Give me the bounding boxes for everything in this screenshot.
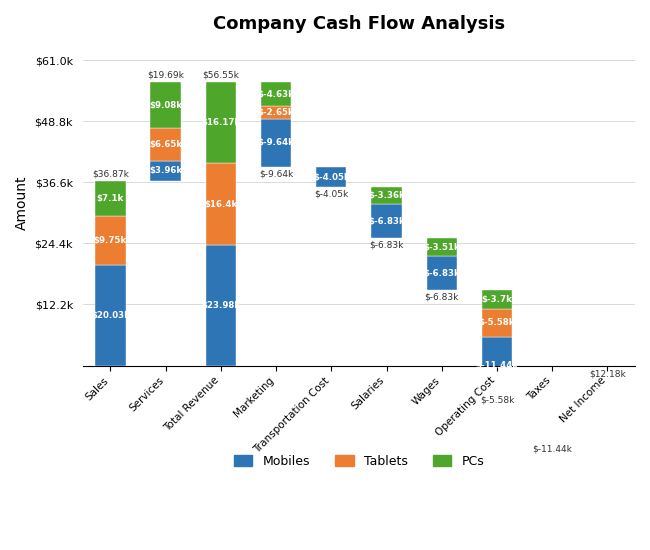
Text: $12.18k: $12.18k [589, 370, 626, 379]
Bar [150, 128, 181, 161]
Bar [592, 381, 623, 400]
Text: $-4.05k: $-4.05k [314, 189, 348, 199]
Text: $20.03k: $20.03k [91, 311, 130, 320]
Text: $6.65k: $6.65k [149, 140, 182, 149]
Text: $7.1k: $7.1k [97, 194, 124, 203]
Bar [482, 337, 512, 394]
Text: $-4.05k: $-4.05k [313, 173, 350, 182]
Text: $-9.64k: $-9.64k [259, 169, 293, 178]
Bar [537, 394, 567, 421]
Text: $-6.83k: $-6.83k [368, 217, 405, 226]
Text: $5.51k: $5.51k [591, 424, 624, 433]
Text: $56.55k: $56.55k [202, 71, 239, 80]
Text: $3.96k: $3.96k [149, 167, 182, 175]
Text: $16.17k: $16.17k [201, 118, 240, 128]
Text: $-6.83k: $-6.83k [424, 292, 459, 301]
Bar [426, 238, 457, 256]
Bar [261, 82, 291, 106]
Bar [316, 167, 346, 188]
Legend: Mobiles, Tablets, PCs: Mobiles, Tablets, PCs [229, 450, 489, 473]
Text: $-3.7k: $-3.7k [482, 295, 512, 304]
Text: $-11.44k: $-11.44k [532, 444, 572, 453]
Bar [150, 82, 181, 128]
Bar [592, 400, 623, 415]
Bar [205, 163, 236, 245]
Bar [261, 119, 291, 167]
Text: $-6.83k: $-6.83k [423, 268, 460, 278]
Title: Company Cash Flow Analysis: Company Cash Flow Analysis [213, 15, 505, 33]
Text: $23.98k: $23.98k [202, 301, 240, 310]
Text: $36.87k: $36.87k [92, 169, 129, 178]
Text: $-3.36k: $-3.36k [368, 191, 405, 200]
Text: $-5.46k: $-5.46k [534, 403, 571, 412]
Text: $-4.63k: $-4.63k [257, 90, 294, 98]
Text: $-11.44k: $-11.44k [475, 361, 519, 370]
Text: $-9.64k: $-9.64k [257, 139, 294, 147]
Text: $9.08k: $9.08k [149, 101, 182, 109]
Bar [482, 290, 512, 309]
Text: $-3.51k: $-3.51k [423, 243, 460, 252]
Bar [371, 204, 402, 238]
Text: $9.75k: $9.75k [94, 236, 127, 245]
Text: $3.8k: $3.8k [593, 386, 621, 395]
Text: $-5.58k: $-5.58k [480, 396, 514, 405]
Text: $-2.65k: $-2.65k [257, 108, 294, 117]
Bar [150, 161, 181, 181]
Text: $-5.58k: $-5.58k [478, 318, 515, 327]
Bar [482, 309, 512, 337]
Bar [95, 265, 125, 366]
Bar [592, 415, 623, 442]
Bar [205, 82, 236, 163]
Bar [426, 256, 457, 290]
Bar [371, 188, 402, 204]
Bar [95, 217, 125, 265]
Text: $-6.83k: $-6.83k [369, 240, 404, 249]
Y-axis label: Amount: Amount [15, 175, 29, 230]
Bar [205, 245, 236, 366]
Text: $16.4k: $16.4k [204, 200, 237, 209]
Text: $-4.18k: $-4.18k [534, 427, 571, 436]
Text: $19.69k: $19.69k [147, 71, 184, 80]
Bar [95, 181, 125, 217]
Bar [537, 421, 567, 442]
Text: $2.87k: $2.87k [591, 403, 624, 412]
Bar [261, 106, 291, 119]
